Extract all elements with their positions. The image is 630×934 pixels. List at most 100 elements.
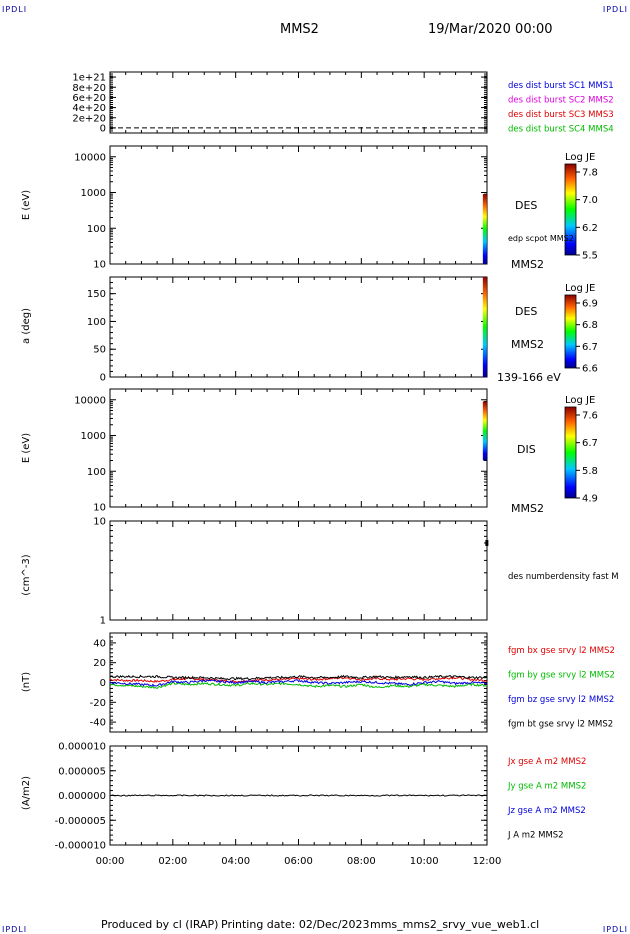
des-pitch-angle-colorbar-label: 6.6 <box>582 364 598 375</box>
dis-energy-colorbar-title: Log JE <box>565 395 595 406</box>
des-pitch-angle-colorbar-label: 6.8 <box>582 320 598 331</box>
des-dist-burst-legend-entry: des dist burst SC2 MMS2 <box>508 96 614 106</box>
des-numberdensity-data-marker <box>485 539 489 546</box>
current-density-xtick-label: 08:00 <box>347 856 376 867</box>
current-density-xtick-label: 00:00 <box>96 856 125 867</box>
des-pitch-angle-ytick-label: 100 <box>87 317 106 328</box>
des-dist-burst-legend-entry: des dist burst SC4 MMS4 <box>508 125 614 135</box>
dis-energy-colorbar-label: 6.7 <box>582 438 598 449</box>
des-energy-colorbar-title: Log JE <box>565 152 595 163</box>
des-energy-ylabel: E (eV) <box>21 190 32 220</box>
des-pitch-angle-colorbar-label: 6.9 <box>582 299 598 310</box>
des-dist-burst-legend-entry: des dist burst SC3 MMS3 <box>508 110 614 120</box>
current-density-legend-entry: Jx gse A m2 MMS2 <box>507 757 586 767</box>
dis-energy-spectrogram-strip <box>482 401 487 461</box>
current-density-ytick-label: -0.000010 <box>55 841 106 852</box>
des-energy-colorbar <box>564 163 577 256</box>
des-pitch-angle-frame <box>109 276 488 378</box>
current-density-xtick-label: 04:00 <box>221 856 250 867</box>
dis-energy-ytick-label: 100 <box>87 467 106 478</box>
fgm-b-ytick-label: -20 <box>90 698 106 709</box>
current-density-ylabel: (A/m2) <box>21 776 32 810</box>
des-pitch-angle-colorbar-title: Log JE <box>565 283 595 294</box>
des-dist-burst-legend-entry: des dist burst SC1 MMS1 <box>508 81 614 91</box>
fgm-b-ytick-label: -40 <box>90 718 106 729</box>
fgm-b-series-line <box>109 679 488 687</box>
des-pitch-angle-label-spacecraft: MMS2 <box>511 338 544 351</box>
des-energy-colorbar-label: 6.2 <box>582 223 598 234</box>
des-numberdensity-ytick-label: 10 <box>93 517 106 528</box>
dis-energy-colorbar <box>564 406 577 499</box>
dis-energy-ytick-label: 10 <box>93 503 106 514</box>
current-density-ytick-label: 0.000000 <box>58 791 106 802</box>
fgm-b-series-line <box>109 676 488 683</box>
des-pitch-angle-ytick-label: 50 <box>93 345 106 356</box>
des-energy-ytick-label: 1000 <box>81 188 106 199</box>
des-energy-label-instrument: DES <box>515 199 537 212</box>
dis-energy-colorbar-label: 4.9 <box>582 494 598 505</box>
current-density-xtick-label: 12:00 <box>473 856 502 867</box>
des-pitch-angle-colorbar-label: 6.7 <box>582 342 598 353</box>
dis-energy-frame <box>109 388 488 508</box>
des-dist-burst-ytick-label: 0 <box>100 123 106 134</box>
des-energy-spectrogram-strip <box>482 194 487 264</box>
des-energy-ytick-label: 10000 <box>74 152 106 163</box>
dis-energy-ylabel: E (eV) <box>21 433 32 463</box>
des-energy-label-scpot: edp scpot MMS2 <box>508 234 574 243</box>
current-density-xtick-label: 02:00 <box>158 856 187 867</box>
current-density-series-line <box>109 794 487 797</box>
des-energy-colorbar-label: 5.5 <box>582 251 598 262</box>
corner-label-top-right: IPDLI <box>602 5 628 14</box>
des-pitch-angle-label-energy-range: 139-166 eV <box>497 371 561 384</box>
fgm-b-legend-entry: fgm by gse srvy l2 MMS2 <box>508 671 615 681</box>
des-pitch-angle-ytick-label: 150 <box>87 289 106 300</box>
des-pitch-angle-ylabel: a (deg) <box>21 308 32 344</box>
footer-produced-by: Produced by cl (IRAP) <box>101 918 219 931</box>
des-dist-burst-frame <box>109 71 488 134</box>
des-energy-ytick-label: 10 <box>93 260 106 271</box>
fgm-b-legend-entry: fgm bt gse srvy l2 MMS2 <box>508 720 613 730</box>
des-pitch-angle-colorbar <box>564 294 577 369</box>
des-dist-burst-ytick-label: 2e+20 <box>72 113 106 124</box>
fgm-b-ytick-label: 40 <box>93 638 106 649</box>
current-density-ytick-label: 0.000010 <box>58 742 106 753</box>
des-energy-ytick-label: 100 <box>87 224 106 235</box>
fgm-b-legend-entry: fgm bx gse srvy l2 MMS2 <box>508 646 615 656</box>
des-energy-colorbar-label: 7.8 <box>582 168 598 179</box>
dis-energy-ytick-label: 1000 <box>81 431 106 442</box>
corner-label-bottom-left: IPDLI <box>2 925 28 934</box>
footer-file-name: mms_mms2_srvy_vue_web1.cl <box>370 918 540 931</box>
des-numberdensity-ytick-label: 1 <box>100 616 106 627</box>
spacecraft-title: MMS2 <box>280 22 319 37</box>
corner-label-top-left: IPDLI <box>2 5 28 14</box>
dis-energy-label-instrument: DIS <box>517 443 536 456</box>
footer-printing-date: Printing date: 02/Dec/2023 <box>221 918 370 931</box>
dis-energy-colorbar-label: 5.8 <box>582 466 598 477</box>
dis-energy-colorbar-label: 7.6 <box>582 411 598 422</box>
dis-energy-label-spacecraft: MMS2 <box>511 502 544 515</box>
current-density-legend-entry: Jy gse A m2 MMS2 <box>507 782 586 792</box>
des-numberdensity-legend-entry: des numberdensity fast M <box>508 572 619 582</box>
corner-label-bottom-right: IPDLI <box>602 925 628 934</box>
des-dist-burst-ytick-label: 4e+20 <box>72 103 106 114</box>
fgm-b-ylabel: (nT) <box>21 672 32 692</box>
des-dist-burst-ytick-label: 1e+21 <box>72 73 106 84</box>
des-energy-frame <box>109 145 488 265</box>
des-energy-colorbar-label: 7.0 <box>582 195 598 206</box>
des-pitch-angle-spectrogram-strip <box>482 277 487 377</box>
des-numberdensity-ylabel: (cm^-3) <box>21 554 32 595</box>
current-density-legend-entry: J A m2 MMS2 <box>507 831 564 841</box>
des-pitch-angle-ytick-label: 0 <box>100 373 106 384</box>
fgm-b-legend-entry: fgm bz gse srvy l2 MMS2 <box>508 695 614 705</box>
des-numberdensity-frame <box>109 520 488 621</box>
des-dist-burst-ytick-label: 6e+20 <box>72 93 106 104</box>
current-density-xtick-label: 10:00 <box>410 856 439 867</box>
fgm-b-series-line <box>109 674 488 681</box>
des-dist-burst-ytick-label: 8e+20 <box>72 83 106 94</box>
fgm-b-ytick-label: 0 <box>100 678 106 689</box>
des-pitch-angle-label-instrument: DES <box>515 305 537 318</box>
dis-energy-ytick-label: 10000 <box>74 395 106 406</box>
fgm-b-ytick-label: 20 <box>93 658 106 669</box>
current-density-ytick-label: -0.000005 <box>55 816 106 827</box>
